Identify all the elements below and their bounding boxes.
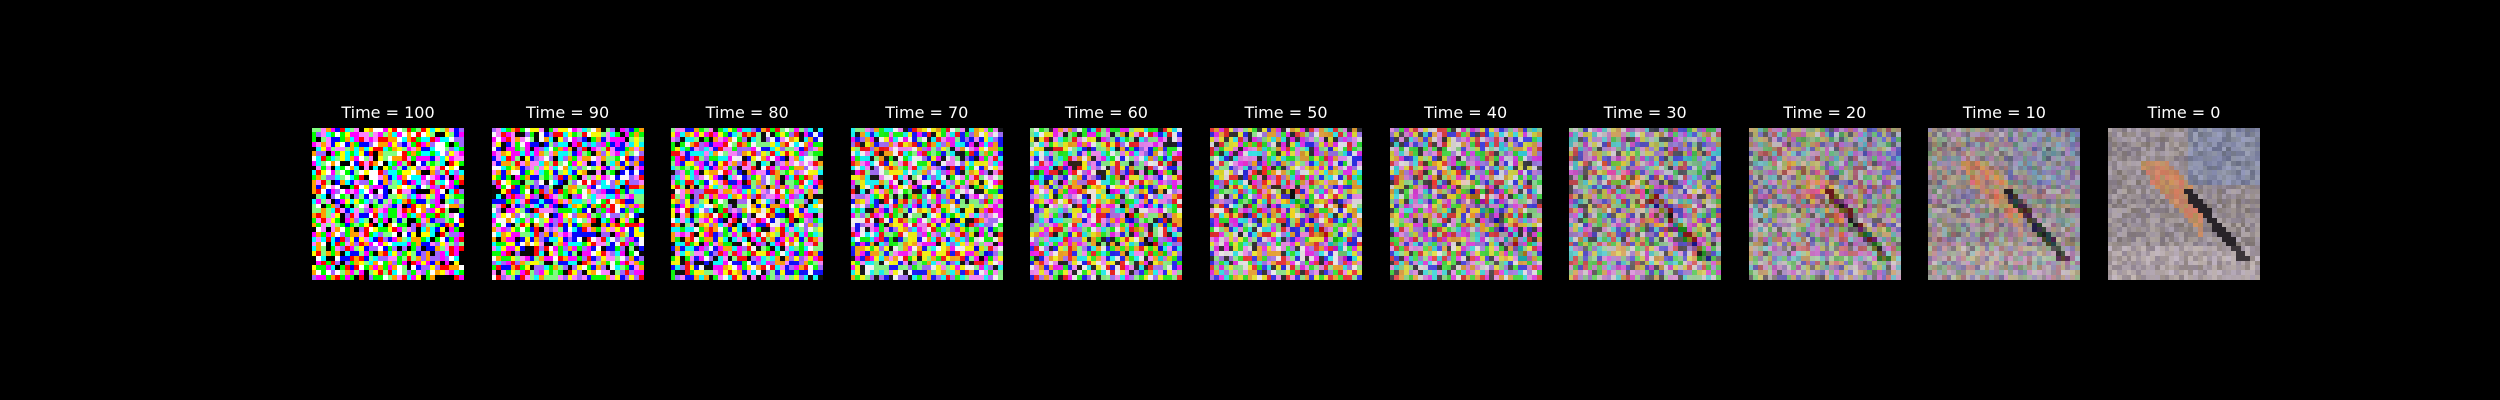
noisy-image-time-10 bbox=[1928, 128, 2081, 280]
panel-title: Time = 50 bbox=[1244, 103, 1328, 122]
panel-title: Time = 30 bbox=[1603, 103, 1687, 122]
noisy-image-time-50 bbox=[1210, 128, 1362, 280]
panel-title: Time = 40 bbox=[1424, 103, 1508, 122]
noisy-image-time-0 bbox=[2108, 128, 2260, 280]
panel-title: Time = 100 bbox=[341, 103, 435, 122]
noisy-image-time-20 bbox=[1748, 128, 1901, 280]
noisy-image-time-30 bbox=[1569, 128, 1722, 280]
panel-title: Time = 80 bbox=[705, 103, 789, 122]
panel-title: Time = 20 bbox=[1783, 103, 1867, 122]
noisy-image-time-70 bbox=[850, 128, 1003, 280]
noisy-image-time-100 bbox=[312, 128, 464, 280]
panel-title: Time = 0 bbox=[2147, 103, 2221, 122]
noisy-image-time-60 bbox=[1030, 128, 1183, 280]
noisy-image-time-80 bbox=[671, 128, 824, 280]
panel-title: Time = 10 bbox=[1962, 103, 2046, 122]
panel-title: Time = 90 bbox=[526, 103, 610, 122]
noisy-image-time-90 bbox=[491, 128, 644, 280]
panel-title: Time = 60 bbox=[1064, 103, 1148, 122]
noisy-image-time-40 bbox=[1389, 128, 1542, 280]
panel-title: Time = 70 bbox=[885, 103, 969, 122]
